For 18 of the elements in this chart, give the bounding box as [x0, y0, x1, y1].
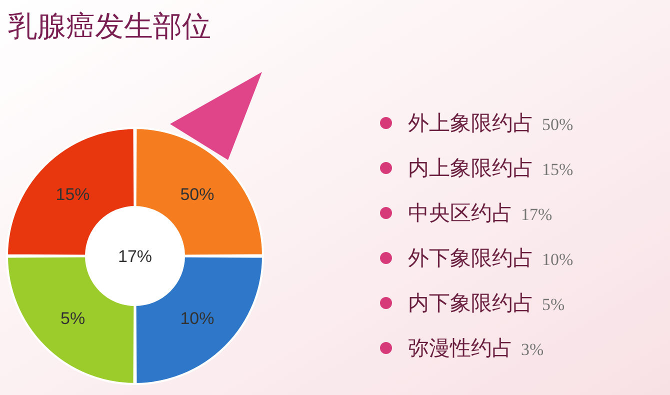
text: 15% — [56, 184, 90, 204]
data-label: 15% — [542, 160, 574, 179]
text: 10% — [180, 309, 214, 328]
data-label: 10% — [542, 250, 574, 269]
category-label: 内下象限约占 — [408, 291, 534, 315]
data-label: 50% — [542, 115, 574, 134]
text: 5% — [60, 309, 86, 328]
category-label: 弥漫性约占 — [408, 336, 513, 360]
text: 50% — [180, 184, 214, 204]
data-label: 3% — [521, 340, 544, 359]
data-label: 5% — [542, 295, 565, 314]
category-label: 外上象限约占 — [408, 111, 534, 135]
category-label: 中央区约占 — [408, 201, 513, 225]
data-label: 17% — [521, 205, 552, 224]
category-label: 内上象限约占 — [408, 156, 534, 180]
category-label: 外下象限约占 — [408, 246, 534, 270]
text: 17% — [118, 247, 152, 266]
text: 乳腺癌发生部位 — [8, 9, 211, 43]
